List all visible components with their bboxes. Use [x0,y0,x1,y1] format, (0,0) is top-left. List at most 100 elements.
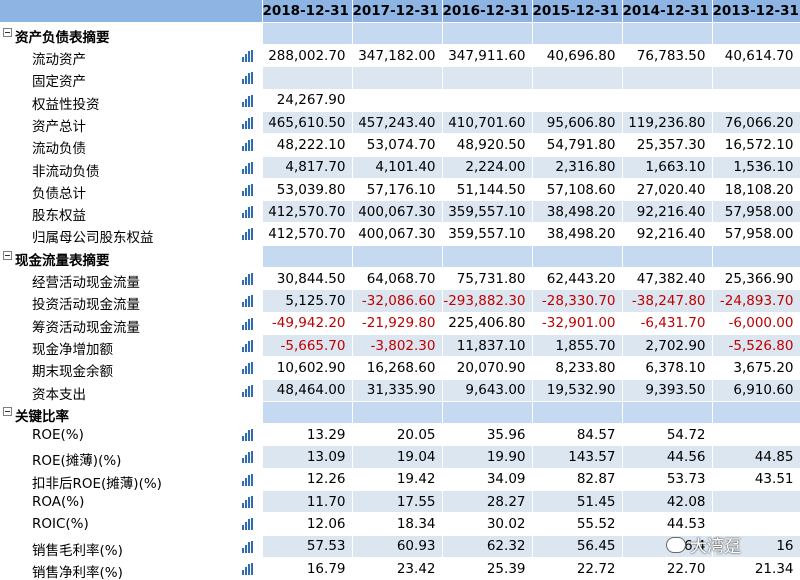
section-header[interactable]: 资产负债表摘要 [0,22,263,46]
table-row: 流动负债 48,222.10 53,074.70 48,920.50 54,791.80… [0,133,800,157]
section-filler-cell [262,22,353,46]
value-cell: 25.39 [442,557,533,580]
value-cell: 19,532.90 [532,379,623,402]
value-cell: 18.34 [352,512,443,536]
bar-chart-icon[interactable] [241,562,254,575]
table-row: ROE(%) 13.29 20.05 35.96 84.57 54.72 [0,423,800,447]
bar-chart-icon[interactable] [241,116,254,129]
table-row: 扣非后ROE(摊薄)(%) 12.26 19.42 34.09 82.87 53.73 43… [0,468,800,492]
bar-chart-icon[interactable] [241,540,254,553]
value-cell: -3,802.30 [352,334,443,358]
value-cell: 53,074.70 [352,133,443,157]
table-row: 现金净增加额 -5,665.70 -3,802.30 11,837.10 1,855.7… [0,334,800,358]
value-cell: 412,570.70 [262,222,353,246]
value-cell: 6,910.60 [712,379,800,402]
section-header[interactable]: 关键比率 [0,401,263,425]
row-label-cell: 期末现金余额 [0,356,263,380]
collapse-toggle-icon[interactable] [3,406,12,416]
value-cell: 19.42 [352,468,443,492]
bar-chart-icon[interactable] [241,94,254,107]
value-cell: 76,066.20 [712,111,800,135]
bar-chart-icon[interactable] [241,518,254,531]
row-label: 投资活动现金流量 [32,297,140,313]
section-filler-cell [442,401,533,425]
bar-chart-icon[interactable] [241,339,254,352]
value-cell [712,512,800,536]
column-header[interactable]: 2016-12-31 [442,0,533,23]
row-label-cell: ROA(%) [0,490,263,514]
row-label-cell: 扣非后ROE(摊薄)(%) [0,468,263,492]
value-cell: 12.06 [262,512,353,536]
bar-chart-icon[interactable] [241,72,254,85]
row-label: ROE(%) [32,427,84,444]
value-cell: 43.51 [712,468,800,492]
value-cell: 13.29 [262,423,353,447]
section-filler-cell [712,22,800,46]
section-filler-cell [442,245,533,269]
bar-chart-icon[interactable] [241,429,254,442]
section-filler-cell [712,401,800,425]
bar-chart-icon[interactable] [241,139,254,152]
row-label-cell: 非流动负债 [0,156,263,179]
bar-chart-icon[interactable] [241,50,254,63]
value-cell: 11,837.10 [442,334,533,358]
value-cell: 4,817.70 [262,156,353,179]
value-cell: -21,929.80 [352,312,443,335]
bar-chart-icon[interactable] [241,362,254,375]
section-filler-cell [622,401,713,425]
bar-chart-icon[interactable] [241,384,254,397]
value-cell: 22.72 [532,557,623,580]
value-cell [352,89,443,112]
value-cell [622,89,713,112]
row-label: 销售净利率(%) [32,564,123,580]
value-cell: -32,086.60 [352,289,443,313]
row-label-cell: 归属母公司股东权益 [0,222,263,246]
value-cell: 10,602.90 [262,356,353,380]
value-cell: 76,783.50 [622,44,713,68]
value-cell: 92,216.40 [622,200,713,224]
value-cell: 54.72 [622,423,713,447]
value-cell: 2,702.90 [622,334,713,358]
column-header[interactable]: 2018-12-31 [262,0,353,23]
table-row: 股东权益 412,570.70 400,067.30 359,557.10 38,498… [0,200,800,224]
row-label: ROA(%) [32,494,85,511]
bar-chart-icon[interactable] [241,183,254,196]
row-label: 归属母公司股东权益 [32,230,154,246]
bar-chart-icon[interactable] [241,161,254,174]
column-header[interactable]: 2015-12-31 [532,0,623,23]
bar-chart-icon[interactable] [241,451,254,464]
value-cell: 25,366.90 [712,267,800,291]
value-cell: 9,393.50 [622,379,713,402]
bar-chart-icon[interactable] [241,228,254,241]
bar-chart-icon[interactable] [241,496,254,509]
column-header[interactable]: 2014-12-31 [622,0,713,23]
row-label: 扣非后ROE(摊薄)(%) [32,475,162,491]
value-cell: 24,267.90 [262,89,353,112]
collapse-toggle-icon[interactable] [3,27,12,37]
value-cell: 44.53 [622,512,713,536]
value-cell: 31,335.90 [352,379,443,402]
section-header[interactable]: 现金流量表摘要 [0,245,263,269]
bar-chart-icon[interactable] [241,473,254,486]
value-cell: 6,378.10 [622,356,713,380]
row-label: 资产总计 [32,118,86,134]
table-row: 投资活动现金流量 5,125.70 -32,086.60 -293,882.30 -28… [0,289,800,313]
value-cell: 35.96 [442,423,533,447]
row-label-cell: 股东权益 [0,200,263,224]
value-cell [442,89,533,112]
section-filler-cell [532,401,623,425]
bar-chart-icon[interactable] [241,295,254,308]
collapse-toggle-icon[interactable] [3,250,12,260]
value-cell: 2,316.80 [532,156,623,179]
value-cell: 57,176.10 [352,178,443,202]
bar-chart-icon[interactable] [241,206,254,219]
table-row: 负债总计 53,039.80 57,176.10 51,144.50 57,108.60… [0,178,800,202]
bar-chart-icon[interactable] [241,273,254,286]
value-cell: 4,101.40 [352,156,443,179]
bar-chart-icon[interactable] [241,317,254,330]
value-cell: 21.34 [712,557,800,580]
column-header[interactable]: 2017-12-31 [352,0,443,23]
table-row: 期末现金余额 10,602.90 16,268.60 20,070.90 8,233.8… [0,356,800,380]
column-header[interactable]: 2013-12-31 [712,0,800,23]
